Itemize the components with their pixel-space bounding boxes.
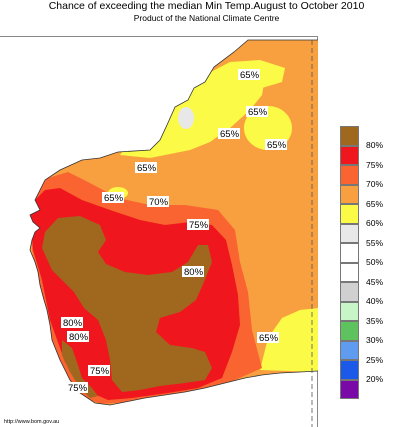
legend-label: 40%	[366, 296, 384, 306]
region-label: 80%	[63, 318, 83, 329]
legend-swatch	[340, 165, 359, 185]
region-labels: 65% 65% 65% 65% 65% 65% 70% 75% 80% 80% …	[61, 69, 287, 394]
region-label: 65%	[259, 333, 279, 344]
legend-label: 35%	[366, 315, 384, 326]
legend-label: 75%	[366, 159, 384, 170]
legend-swatch	[340, 243, 359, 263]
legend-swatch	[340, 379, 359, 399]
map-title: Chance of exceeding the median Min Temp.…	[48, 0, 365, 12]
legend-label: 20%	[366, 374, 384, 384]
legend-item: 65%	[340, 184, 402, 209]
legend-item: 80%	[340, 126, 402, 150]
region-label: 80%	[184, 267, 204, 278]
region-label: 80%	[69, 332, 89, 343]
region-80-main	[42, 216, 212, 392]
map-area: 65% 65% 65% 65% 65% 65% 70% 75% 80% 80% …	[29, 39, 318, 427]
legend-item: 55%	[340, 223, 402, 248]
coastline	[29, 39, 318, 406]
legend-swatch	[340, 184, 359, 204]
legend-swatch	[340, 223, 359, 243]
region-label: 65%	[267, 140, 287, 151]
region-80-sw	[62, 340, 98, 398]
legend-item: 75%	[340, 145, 402, 170]
legend-label: 45%	[366, 276, 384, 287]
region-label: 65%	[220, 129, 240, 140]
legend-swatch	[340, 340, 359, 360]
legend-item: 30%	[340, 321, 402, 345]
region-label: 65%	[104, 193, 124, 204]
legend-swatch	[340, 321, 359, 341]
legend-label: 50%	[366, 257, 384, 267]
legend-label: 60%	[366, 218, 384, 228]
legend-item: 20%	[340, 360, 402, 384]
region-55-spot	[178, 107, 194, 129]
legend-swatch	[340, 360, 359, 380]
credit-url: http://www.bom.gov.au	[4, 419, 60, 425]
land-regions	[30, 40, 318, 405]
legend-swatch	[340, 145, 359, 165]
legend-item: 50%	[340, 243, 402, 267]
region-label: 70%	[149, 197, 169, 208]
legend-label: 80%	[366, 140, 384, 150]
legend-label: 30%	[366, 335, 384, 345]
legend-label: 25%	[366, 354, 384, 365]
legend-item: 40%	[340, 282, 402, 306]
map-subtitle: Product of the National Climate Centre	[133, 13, 280, 23]
region-label: 75%	[90, 366, 110, 377]
legend-item: 60%	[340, 204, 402, 228]
region-label: 75%	[68, 383, 88, 394]
region-label: 75%	[189, 220, 209, 231]
legend-swatch	[340, 204, 359, 224]
region-60-north	[150, 62, 265, 158]
legend-label: 55%	[366, 237, 384, 248]
legend-item: 25%	[340, 340, 402, 365]
legend-item: 45%	[340, 262, 402, 287]
legend-label: 70%	[366, 179, 384, 189]
legend-label: 65%	[366, 198, 384, 209]
region-label: 65%	[240, 70, 260, 81]
legend-item	[340, 379, 402, 399]
legend-swatch	[340, 262, 359, 282]
region-60-southeast	[260, 308, 318, 372]
region-label: 65%	[248, 107, 268, 118]
legend-swatch	[340, 126, 359, 146]
legend: 80% 75% 70% 65% 60% 55% 50% 45% 40% 35% …	[340, 126, 402, 399]
legend-item: 70%	[340, 165, 402, 189]
legend-swatch	[340, 282, 359, 302]
legend-item: 35%	[340, 301, 402, 326]
region-label: 65%	[137, 163, 157, 174]
legend-swatch	[340, 301, 359, 321]
